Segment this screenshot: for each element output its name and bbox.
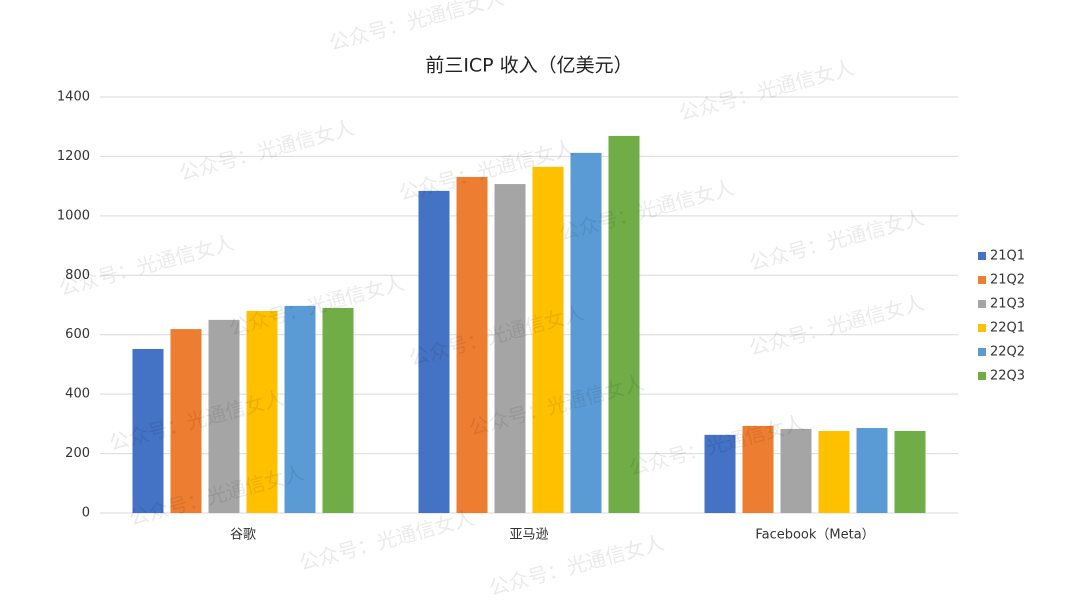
- chart-title: 前三ICP 收入（亿美元）: [425, 55, 632, 77]
- bar: [704, 434, 736, 513]
- bar: [570, 152, 602, 513]
- legend-swatch: [978, 348, 986, 356]
- bar: [208, 319, 240, 513]
- bar: [856, 428, 888, 513]
- y-tick-label: 600: [65, 327, 90, 342]
- y-tick-label: 200: [65, 446, 90, 461]
- watermark: 公众号：光通信女人: [747, 290, 927, 360]
- bar: [532, 166, 564, 514]
- legend-swatch: [978, 324, 986, 332]
- legend-swatch: [978, 372, 986, 380]
- bar: [818, 430, 850, 513]
- bar: [494, 184, 526, 513]
- legend-swatch: [978, 300, 986, 308]
- bar: [742, 425, 774, 513]
- x-tick-label: Facebook（Meta）: [755, 528, 874, 543]
- legend-label: 22Q1: [990, 321, 1025, 336]
- y-tick-label: 1400: [57, 90, 90, 105]
- watermark: 公众号：光通信女人: [327, 0, 507, 55]
- bar: [608, 135, 640, 513]
- legend-label: 21Q2: [990, 273, 1025, 288]
- bar: [894, 430, 926, 513]
- bar: [246, 310, 278, 513]
- bar: [132, 348, 164, 513]
- bar: [456, 176, 488, 513]
- watermark: 公众号：光通信女人: [677, 55, 857, 125]
- y-tick-label: 0: [82, 506, 90, 521]
- y-tick-label: 800: [65, 268, 90, 283]
- y-tick-label: 400: [65, 387, 90, 402]
- bar: [170, 329, 202, 513]
- watermark: 公众号：光通信女人: [297, 505, 477, 575]
- x-tick-label: 亚马逊: [509, 528, 548, 543]
- bar: [322, 307, 354, 513]
- legend-label: 22Q3: [990, 369, 1025, 384]
- watermark: 公众号：光通信女人: [177, 115, 357, 185]
- x-tick-label: 谷歌: [230, 528, 256, 543]
- legend-label: 21Q3: [990, 297, 1025, 312]
- legend-label: 22Q2: [990, 345, 1025, 360]
- bar: [418, 190, 450, 513]
- y-tick-label: 1000: [57, 208, 90, 223]
- legend-swatch: [978, 252, 986, 260]
- y-tick-label: 1200: [57, 149, 90, 164]
- watermark: 公众号：光通信女人: [57, 230, 237, 300]
- watermark: 公众号：光通信女人: [227, 270, 407, 340]
- legend-swatch: [978, 276, 986, 284]
- bar: [284, 305, 316, 513]
- bar: [780, 428, 812, 513]
- legend-label: 21Q1: [990, 249, 1025, 264]
